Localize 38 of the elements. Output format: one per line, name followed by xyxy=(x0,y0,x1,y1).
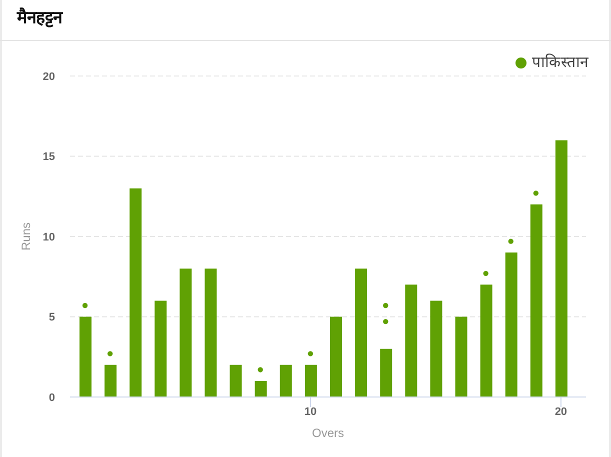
point xyxy=(82,302,88,308)
point xyxy=(308,351,314,356)
x-axis-title: Overs xyxy=(312,426,344,440)
bar xyxy=(405,284,418,397)
bar xyxy=(355,268,368,397)
bar xyxy=(380,348,392,397)
point xyxy=(258,367,263,372)
point xyxy=(508,238,514,244)
bar xyxy=(280,364,292,397)
point xyxy=(483,270,488,276)
bar xyxy=(254,380,267,397)
chart-title: मैनहट्टन xyxy=(17,6,62,30)
bar xyxy=(505,252,518,397)
bar xyxy=(130,188,142,397)
bar xyxy=(304,364,317,397)
y-tick-label: 20 xyxy=(42,70,55,83)
point xyxy=(383,302,388,308)
bar xyxy=(104,364,117,397)
point xyxy=(533,190,539,196)
y-axis-title: Runs xyxy=(19,222,33,251)
point xyxy=(107,351,113,356)
y-tick-label: 15 xyxy=(42,151,55,164)
y-tick-label: 10 xyxy=(42,231,55,244)
y-tick-label: 5 xyxy=(48,312,55,324)
bar xyxy=(430,300,442,397)
bar xyxy=(204,268,217,397)
bar xyxy=(230,364,242,397)
y-tick-label: 0 xyxy=(48,392,55,404)
bar xyxy=(555,140,568,397)
bar xyxy=(530,204,542,397)
bar xyxy=(180,268,192,397)
bar xyxy=(80,316,92,397)
bar xyxy=(455,316,468,397)
bar xyxy=(330,316,342,397)
bar xyxy=(480,284,492,397)
legend-label: पाकिस्तान xyxy=(532,54,588,72)
point xyxy=(383,318,388,324)
bar xyxy=(154,300,167,397)
